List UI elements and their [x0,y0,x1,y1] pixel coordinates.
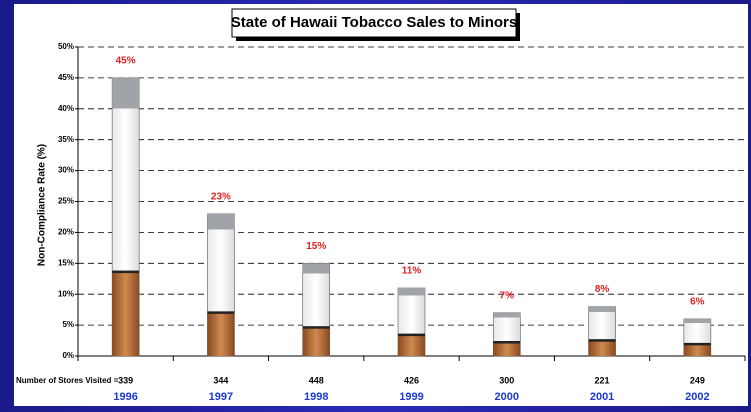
y-axis-label: Non-Compliance Rate (%) [37,144,48,266]
y-tick-label: 50% [58,42,74,51]
stores-count: 426 [404,375,419,385]
bar-filter [112,272,140,356]
bar-ash [493,312,521,318]
value-label: 23% [211,192,231,203]
stores-count: 249 [690,375,705,385]
y-tick-label: 40% [58,104,74,113]
y-tick-label: 10% [58,289,74,298]
bar-ash [683,318,711,323]
stores-count: 448 [309,375,324,385]
bar-band [302,326,330,329]
bar-band [207,311,235,314]
value-label: 8% [595,284,610,295]
stores-count: 344 [213,375,228,385]
stores-label: Number of Stores Visited = [16,376,119,385]
bar-filter [302,328,330,356]
y-tick-label: 45% [58,73,74,82]
x-tick-label: 1996 [113,391,137,403]
value-label: 15% [306,241,326,252]
y-tick-label: 0% [62,351,74,360]
stores-count: 221 [595,375,610,385]
stores-count: 300 [499,375,514,385]
x-tick-label: 2002 [685,391,709,403]
bar-band [683,342,711,346]
x-tick-label: 1999 [399,391,423,403]
y-tick-label: 5% [62,320,74,329]
y-tick-label: 15% [58,258,74,267]
bar-ash [398,288,425,296]
bar-filter [683,344,711,356]
bar-filter [493,343,521,356]
bar-filter [398,335,425,356]
y-tick-label: 20% [58,228,74,237]
title-box [231,8,517,38]
value-label: 11% [402,266,422,277]
y-tick-label: 30% [58,166,74,175]
y-tick-label: 25% [58,197,74,206]
value-label: 45% [116,56,136,67]
value-label: 6% [690,297,705,308]
bar-ash [207,213,235,230]
bar-filter [588,341,616,356]
stores-count: 339 [118,375,133,385]
bar-band [588,339,616,342]
bar-band [493,341,521,344]
bar-band [398,333,425,337]
bar-ash [302,263,330,274]
y-tick-label: 35% [58,135,74,144]
x-tick-label: 1997 [209,391,233,403]
x-tick-label: 2000 [495,391,519,403]
bar-band [112,270,140,274]
bar-filter [207,313,235,356]
x-tick-label: 2001 [590,391,614,403]
bar-ash [588,306,616,312]
chart-title: State of Hawaii Tobacco Sales to Minors [231,14,517,31]
value-label: 7% [500,290,515,301]
x-tick-label: 1998 [304,391,328,403]
bar-ash [112,77,140,109]
